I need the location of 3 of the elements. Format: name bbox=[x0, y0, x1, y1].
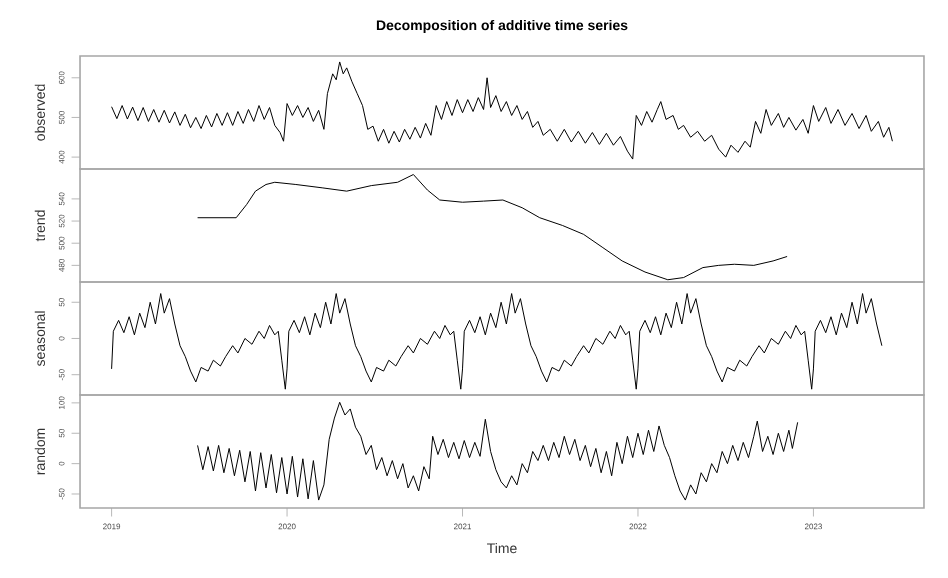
line-series bbox=[111, 293, 883, 390]
line-series bbox=[197, 401, 799, 501]
line-series bbox=[111, 61, 893, 160]
